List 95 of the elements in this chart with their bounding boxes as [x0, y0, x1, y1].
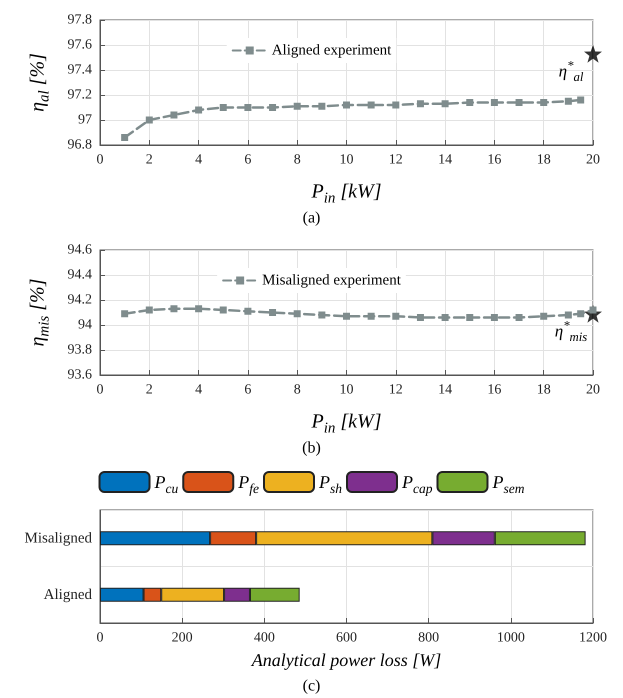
point — [146, 306, 153, 314]
x-tick-label: 600 — [336, 630, 357, 646]
y-tick-label: 97.2 — [68, 88, 92, 102]
x-tick-label: 200 — [172, 630, 193, 646]
x-tick-label: 8 — [294, 382, 301, 398]
x-tick-label: 20 — [586, 152, 600, 168]
legend-label: Misaligned experiment — [262, 272, 402, 288]
text: (b) — [302, 440, 321, 456]
x-tick-label: 18 — [536, 382, 551, 398]
x-tick-label: 0 — [96, 152, 104, 168]
y-tick-label: 97.8 — [68, 12, 92, 28]
point — [442, 314, 449, 321]
point — [170, 112, 178, 118]
x-tick-label: 1000 — [496, 630, 525, 646]
point — [244, 104, 252, 111]
point — [540, 312, 548, 320]
x-tick-label: 14 — [438, 152, 452, 168]
y-axis-title: ηmis [%] — [26, 278, 52, 346]
x-tick-label: 20 — [586, 382, 600, 398]
point — [416, 100, 424, 108]
point — [294, 102, 301, 110]
point — [269, 309, 276, 316]
x-tick-label: 4 — [195, 382, 202, 398]
point — [121, 310, 128, 318]
point — [195, 305, 202, 312]
x-tick-label: 2 — [146, 382, 153, 398]
point — [343, 312, 350, 320]
y-tick-label: 93.8 — [68, 342, 92, 358]
point — [170, 305, 178, 312]
y-tick-label: 93.6 — [68, 368, 92, 382]
x-tick-label: 8 — [294, 152, 301, 168]
y-tick-label: 94.2 — [68, 292, 92, 308]
text: (c) — [302, 678, 320, 694]
point — [146, 116, 153, 124]
point — [244, 308, 252, 315]
x-tick-label: 16 — [487, 382, 502, 398]
y-tick-label: 94 — [78, 318, 92, 332]
y-tick-label: 94.6 — [68, 242, 92, 258]
y-tick-label: Aligned — [44, 586, 92, 603]
y-tick-label: 96.8 — [68, 138, 92, 152]
x-tick-label: 6 — [244, 382, 252, 398]
y-axis-title: ηal [%] — [26, 53, 52, 112]
x-tick-label: 10 — [340, 152, 354, 168]
x-tick-label: 12 — [388, 152, 403, 168]
point — [564, 98, 572, 105]
point — [121, 134, 128, 141]
point — [294, 310, 301, 318]
y-tick-label: 97.4 — [68, 62, 92, 78]
x-tick-label: 10 — [340, 382, 354, 398]
y-tick-label: Misaligned — [24, 530, 92, 546]
point — [577, 96, 584, 104]
x-tick-label: 16 — [487, 152, 502, 168]
x-tick-label: 4 — [195, 152, 202, 168]
y-tick-label: 97 — [78, 112, 92, 128]
point — [490, 99, 498, 106]
y-tick-label: 94.4 — [68, 268, 92, 282]
point — [442, 100, 449, 108]
x-tick-label: 2 — [146, 152, 153, 168]
point — [584, 44, 602, 63]
point — [392, 102, 400, 108]
y-tick-label: 97.6 — [68, 38, 92, 52]
x-tick-label: 800 — [418, 630, 440, 646]
point — [318, 102, 326, 110]
point — [392, 312, 400, 320]
point — [540, 99, 548, 106]
point — [516, 99, 523, 106]
text: (a) — [302, 210, 320, 226]
point — [269, 104, 276, 111]
point — [490, 314, 498, 321]
x-tick-label: 0 — [96, 382, 104, 398]
point — [368, 312, 375, 320]
point — [220, 104, 227, 111]
point — [195, 106, 202, 114]
x-tick-label: 14 — [438, 382, 452, 398]
point — [368, 102, 375, 108]
point — [564, 312, 572, 318]
x-tick-label: 1200 — [579, 630, 607, 646]
x-axis-title: Analytical power loss [W] — [250, 650, 442, 670]
point — [466, 314, 474, 321]
point — [590, 306, 596, 314]
annotation: η*al — [558, 58, 584, 84]
point — [416, 314, 424, 321]
x-tick-label: 0 — [96, 630, 104, 646]
point — [516, 314, 523, 321]
x-tick-label: 400 — [254, 630, 275, 646]
x-tick-label: 18 — [536, 152, 551, 168]
x-tick-label: 6 — [244, 152, 252, 168]
x-tick-label: 12 — [388, 382, 403, 398]
point — [577, 310, 584, 318]
point — [318, 312, 326, 318]
point — [466, 99, 474, 106]
annotation: η*mis — [554, 318, 588, 344]
point — [220, 306, 227, 314]
point — [343, 102, 350, 108]
legend-label: Aligned experiment — [272, 42, 392, 58]
